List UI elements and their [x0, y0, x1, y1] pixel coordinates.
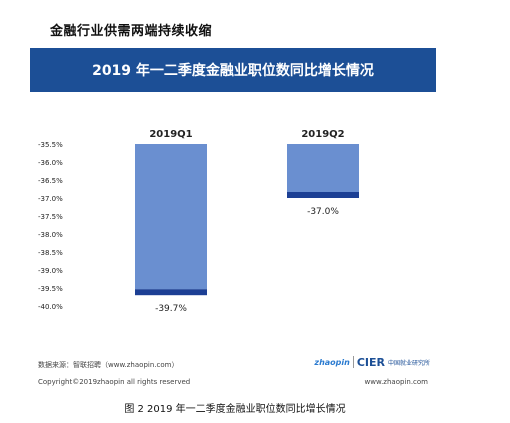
- y-tick-label: -35.5%: [38, 141, 63, 149]
- cier-logo-subtitle: 中国就业研究所: [387, 359, 430, 367]
- bar-chart: -35.5% -36.0% -36.5% -37.0% -37.5% -38.0% -38.…: [38, 129, 359, 314]
- y-tick-label: -36.0%: [38, 159, 63, 167]
- chart-title-bar: 2019 年一二季度金融业职位数同比增长情况: [30, 48, 436, 92]
- bar-end-cap-2019Q2: [287, 192, 359, 198]
- y-tick-label: -38.0%: [38, 231, 63, 239]
- data-source-note: 数据来源：智联招聘（www.zhaopin.com）: [38, 361, 179, 369]
- y-tick-label: -38.5%: [38, 249, 63, 257]
- chart-figure: 2019 年一二季度金融业职位数同比增长情况 -35.5% -36.0% -36.5…: [30, 48, 436, 394]
- data-label: -37.0%: [307, 207, 339, 217]
- category-label: 2019Q2: [301, 129, 344, 140]
- y-tick-label: -39.0%: [38, 267, 63, 275]
- y-tick-label: -37.0%: [38, 195, 63, 203]
- cier-logo: CIER: [356, 355, 385, 369]
- data-label: -39.7%: [155, 304, 187, 314]
- logo-group: zhaopin CIER 中国就业研究所: [314, 354, 430, 370]
- y-tick-label: -36.5%: [38, 177, 63, 185]
- bar-2019Q2: [287, 144, 359, 192]
- chart-title: 2019 年一二季度金融业职位数同比增长情况: [92, 63, 374, 79]
- bar-end-cap-2019Q1: [135, 289, 207, 296]
- category-label: 2019Q1: [149, 129, 192, 140]
- y-tick-label: -39.5%: [38, 285, 63, 293]
- site-url: www.zhaopin.com: [364, 378, 428, 386]
- bar-2019Q1: [135, 144, 207, 290]
- y-tick-label: -40.0%: [38, 303, 63, 311]
- zhaopin-logo: zhaopin: [314, 357, 350, 367]
- y-tick-label: -37.5%: [38, 213, 63, 221]
- section-heading: 金融行业供需两端持续收缩: [50, 24, 213, 39]
- copyright-note: Copyright©2019zhaopin all rights reserve…: [38, 378, 191, 386]
- figure-caption: 图 2 2019 年一二季度金融业职位数同比增长情况: [124, 404, 346, 415]
- logo-divider: [352, 356, 354, 368]
